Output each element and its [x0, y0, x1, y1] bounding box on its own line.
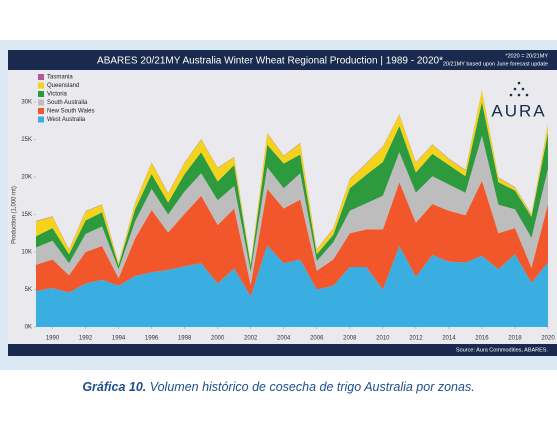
- x-tick-label: 2000: [211, 336, 225, 342]
- legend-swatch: [38, 82, 44, 89]
- logo: AURA: [491, 101, 546, 120]
- y-tick-label: 0K: [25, 325, 32, 331]
- note: *2020 = 20/21MY: [505, 53, 548, 59]
- y-tick-label: 25K: [21, 137, 32, 143]
- x-tick-label: 2016: [475, 336, 489, 342]
- legend-label: Victoria: [47, 92, 68, 98]
- caption: Gráfica 10. Volumen histórico de cosecha…: [0, 380, 557, 394]
- y-tick-label: 20K: [21, 175, 32, 181]
- caption-text: Volumen histórico de cosecha de trigo Au…: [149, 380, 475, 394]
- chart: ABARES 20/21MY Australia Winter Wheat Re…: [0, 40, 557, 370]
- x-tick-label: 2020: [541, 336, 555, 342]
- y-axis-label: Production (1,000 mt): [12, 186, 18, 244]
- legend-label: Tasmania: [47, 75, 73, 81]
- logo-mark: [509, 81, 529, 97]
- caption-label: Gráfica 10.: [82, 380, 147, 394]
- area: [36, 245, 548, 327]
- x-tick-label: 1996: [145, 336, 159, 342]
- y-tick-label: 10K: [21, 250, 32, 256]
- x-tick-label: 2006: [310, 336, 324, 342]
- legend-swatch: [38, 108, 44, 114]
- note: 20/21MY based upon June forecast update: [443, 61, 548, 67]
- x-tick-label: 2002: [244, 336, 258, 342]
- legend-swatch: [38, 99, 44, 106]
- x-tick-label: 2018: [508, 336, 522, 342]
- legend-label: South Australia: [47, 100, 88, 106]
- x-tick-label: 1998: [178, 336, 192, 342]
- x-tick-label: 2012: [409, 336, 423, 342]
- x-tick-label: 2014: [442, 336, 456, 342]
- footer-bar: [8, 344, 557, 356]
- legend-label: New South Wales: [47, 109, 94, 115]
- x-tick-label: 2010: [376, 336, 390, 342]
- x-tick-label: 2004: [277, 336, 291, 342]
- legend-swatch: [38, 116, 44, 123]
- area: [36, 180, 548, 297]
- y-tick-label: 5K: [25, 287, 32, 293]
- x-tick-label: 2008: [343, 336, 357, 342]
- header-bar: [8, 50, 557, 70]
- y-tick-label: 30K: [21, 100, 32, 106]
- y-tick-label: 15K: [21, 212, 32, 218]
- x-tick-label: 1994: [112, 336, 126, 342]
- x-tick-label: 1990: [46, 336, 60, 342]
- legend-label: Queensland: [47, 83, 79, 89]
- x-tick-label: 1992: [79, 336, 93, 342]
- chart-title: ABARES 20/21MY Australia Winter Wheat Re…: [97, 56, 443, 67]
- legend-label: West Australia: [47, 117, 86, 123]
- legend-swatch: [38, 74, 44, 80]
- legend-swatch: [38, 91, 44, 97]
- source: Source: Aura Commodities, ABARES.: [456, 347, 548, 353]
